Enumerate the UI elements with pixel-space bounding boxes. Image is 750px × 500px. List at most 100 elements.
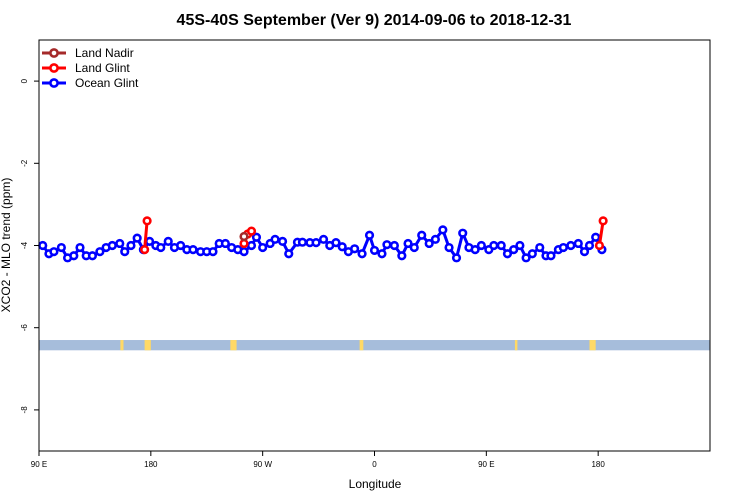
ocean-glint-point	[331, 238, 341, 248]
ocean-glint-point	[430, 234, 440, 244]
ocean-glint-point	[546, 251, 556, 261]
land-glint-line	[143, 220, 149, 250]
x-axis-label: Longitude	[349, 477, 402, 491]
land-nadir-point	[239, 231, 249, 242]
legend-marker-ocean-glint	[49, 78, 59, 88]
ocean-glint-point	[527, 249, 537, 259]
land-glint-point	[140, 245, 150, 255]
y-tick-label: -8	[20, 406, 29, 414]
ocean-glint-point	[470, 245, 480, 255]
ocean-band	[39, 340, 710, 351]
ocean-glint-point	[337, 242, 347, 252]
ocean-glint-point	[107, 240, 117, 251]
y-tick-label: -2	[20, 159, 29, 167]
ocean-glint-point	[502, 249, 513, 259]
ocean-glint-point	[417, 230, 427, 240]
land-patch	[359, 340, 364, 351]
y-tick-label: 0	[20, 78, 29, 83]
land-patch	[514, 340, 518, 351]
ocean-glint-point	[389, 240, 399, 251]
ocean-glint-point	[451, 253, 462, 263]
y-axis-label: XCO2 - MLO trend (ppm)	[0, 178, 13, 313]
legend-marker-land-glint	[49, 63, 59, 73]
ocean-glint-point	[438, 225, 448, 235]
ocean-glint-point	[188, 245, 198, 255]
ocean-glint-point	[584, 240, 595, 251]
ocean-glint-point	[297, 237, 308, 247]
ocean-glint-point	[558, 242, 568, 253]
ocean-glint-point	[163, 236, 173, 246]
ocean-glint-point	[409, 242, 419, 253]
ocean-glint-point	[424, 238, 434, 249]
ocean-glint-point	[573, 238, 583, 249]
legend-label-land-nadir: Land Nadir	[75, 46, 134, 60]
land-patch	[589, 340, 596, 351]
x-axis: 90 E 180 90 W 0 90 E 180	[31, 451, 605, 469]
ocean-glint-point	[591, 232, 601, 242]
y-axis: 0 -2 -4 -6 -8	[20, 78, 39, 413]
ocean-glint-point	[521, 253, 531, 263]
ocean-glint-point	[87, 251, 98, 261]
land-glint-point	[598, 216, 608, 226]
ocean-glint-point	[115, 238, 125, 249]
y-tick-label: -4	[20, 241, 29, 249]
ocean-glint-point	[364, 230, 375, 240]
ocean-glint-point	[120, 247, 130, 257]
ocean-glint-point	[476, 240, 486, 251]
x-tick-label: 90 E	[478, 460, 494, 469]
series-layer	[38, 216, 608, 263]
chart-title: 45S-40S September (Ver 9) 2014-09-06 to …	[177, 12, 572, 29]
ocean-glint-point	[489, 240, 499, 251]
ocean-glint-point	[496, 240, 506, 251]
ocean-glint-point	[382, 240, 392, 250]
ocean-glint-point	[246, 240, 257, 251]
ocean-glint-point	[350, 244, 360, 254]
land-patch	[230, 340, 237, 351]
ocean-glint-point	[458, 228, 468, 238]
legend-label-ocean-glint: Ocean Glint	[75, 76, 139, 90]
ocean-glint-point	[311, 238, 321, 248]
ocean-glint-point	[277, 236, 288, 246]
ocean-glint-point	[444, 242, 454, 253]
ocean-glint-point	[220, 238, 230, 249]
ocean-glint-point	[69, 251, 79, 261]
ocean-glint-point	[535, 242, 545, 253]
ocean-glint-point	[208, 247, 218, 257]
land-patch	[120, 340, 124, 351]
land-patch	[144, 340, 151, 351]
y-tick-label: -6	[20, 324, 29, 332]
ocean-glint-point	[75, 242, 85, 253]
ocean-glint-point	[369, 245, 380, 256]
land-glint-point	[142, 216, 152, 226]
ocean-glint-point	[239, 247, 249, 257]
ocean-glint-point	[132, 233, 142, 243]
land-ocean-band	[39, 340, 710, 351]
land-glint-point	[594, 240, 605, 251]
ocean-glint-point	[515, 240, 525, 251]
x-tick-label: 90 W	[253, 460, 272, 469]
land-glint-point	[246, 226, 257, 236]
ocean-glint-point	[509, 245, 519, 255]
ocean-glint-point	[126, 240, 136, 251]
ocean-glint-point	[38, 240, 48, 251]
x-tick-label: 180	[591, 460, 605, 469]
ocean-glint-point	[270, 234, 280, 244]
ocean-glint-point	[49, 247, 59, 257]
ocean-glint-point	[258, 242, 268, 253]
ocean-glint-point	[566, 240, 576, 251]
ocean-glint-point	[156, 242, 166, 253]
land-glint-point	[239, 238, 249, 249]
legend-marker-land-nadir	[49, 48, 59, 58]
ocean-glint-point	[251, 232, 262, 242]
x-tick-label: 180	[144, 460, 158, 469]
ocean-glint-point	[95, 247, 105, 257]
ocean-glint-point	[56, 242, 66, 253]
legend-label-land-glint: Land Glint	[75, 61, 130, 75]
ocean-glint-point	[579, 247, 590, 257]
ocean-glint-point	[318, 234, 329, 244]
ocean-glint-point	[284, 249, 294, 259]
ocean-glint-point	[403, 238, 413, 249]
ocean-glint-point	[357, 249, 367, 259]
